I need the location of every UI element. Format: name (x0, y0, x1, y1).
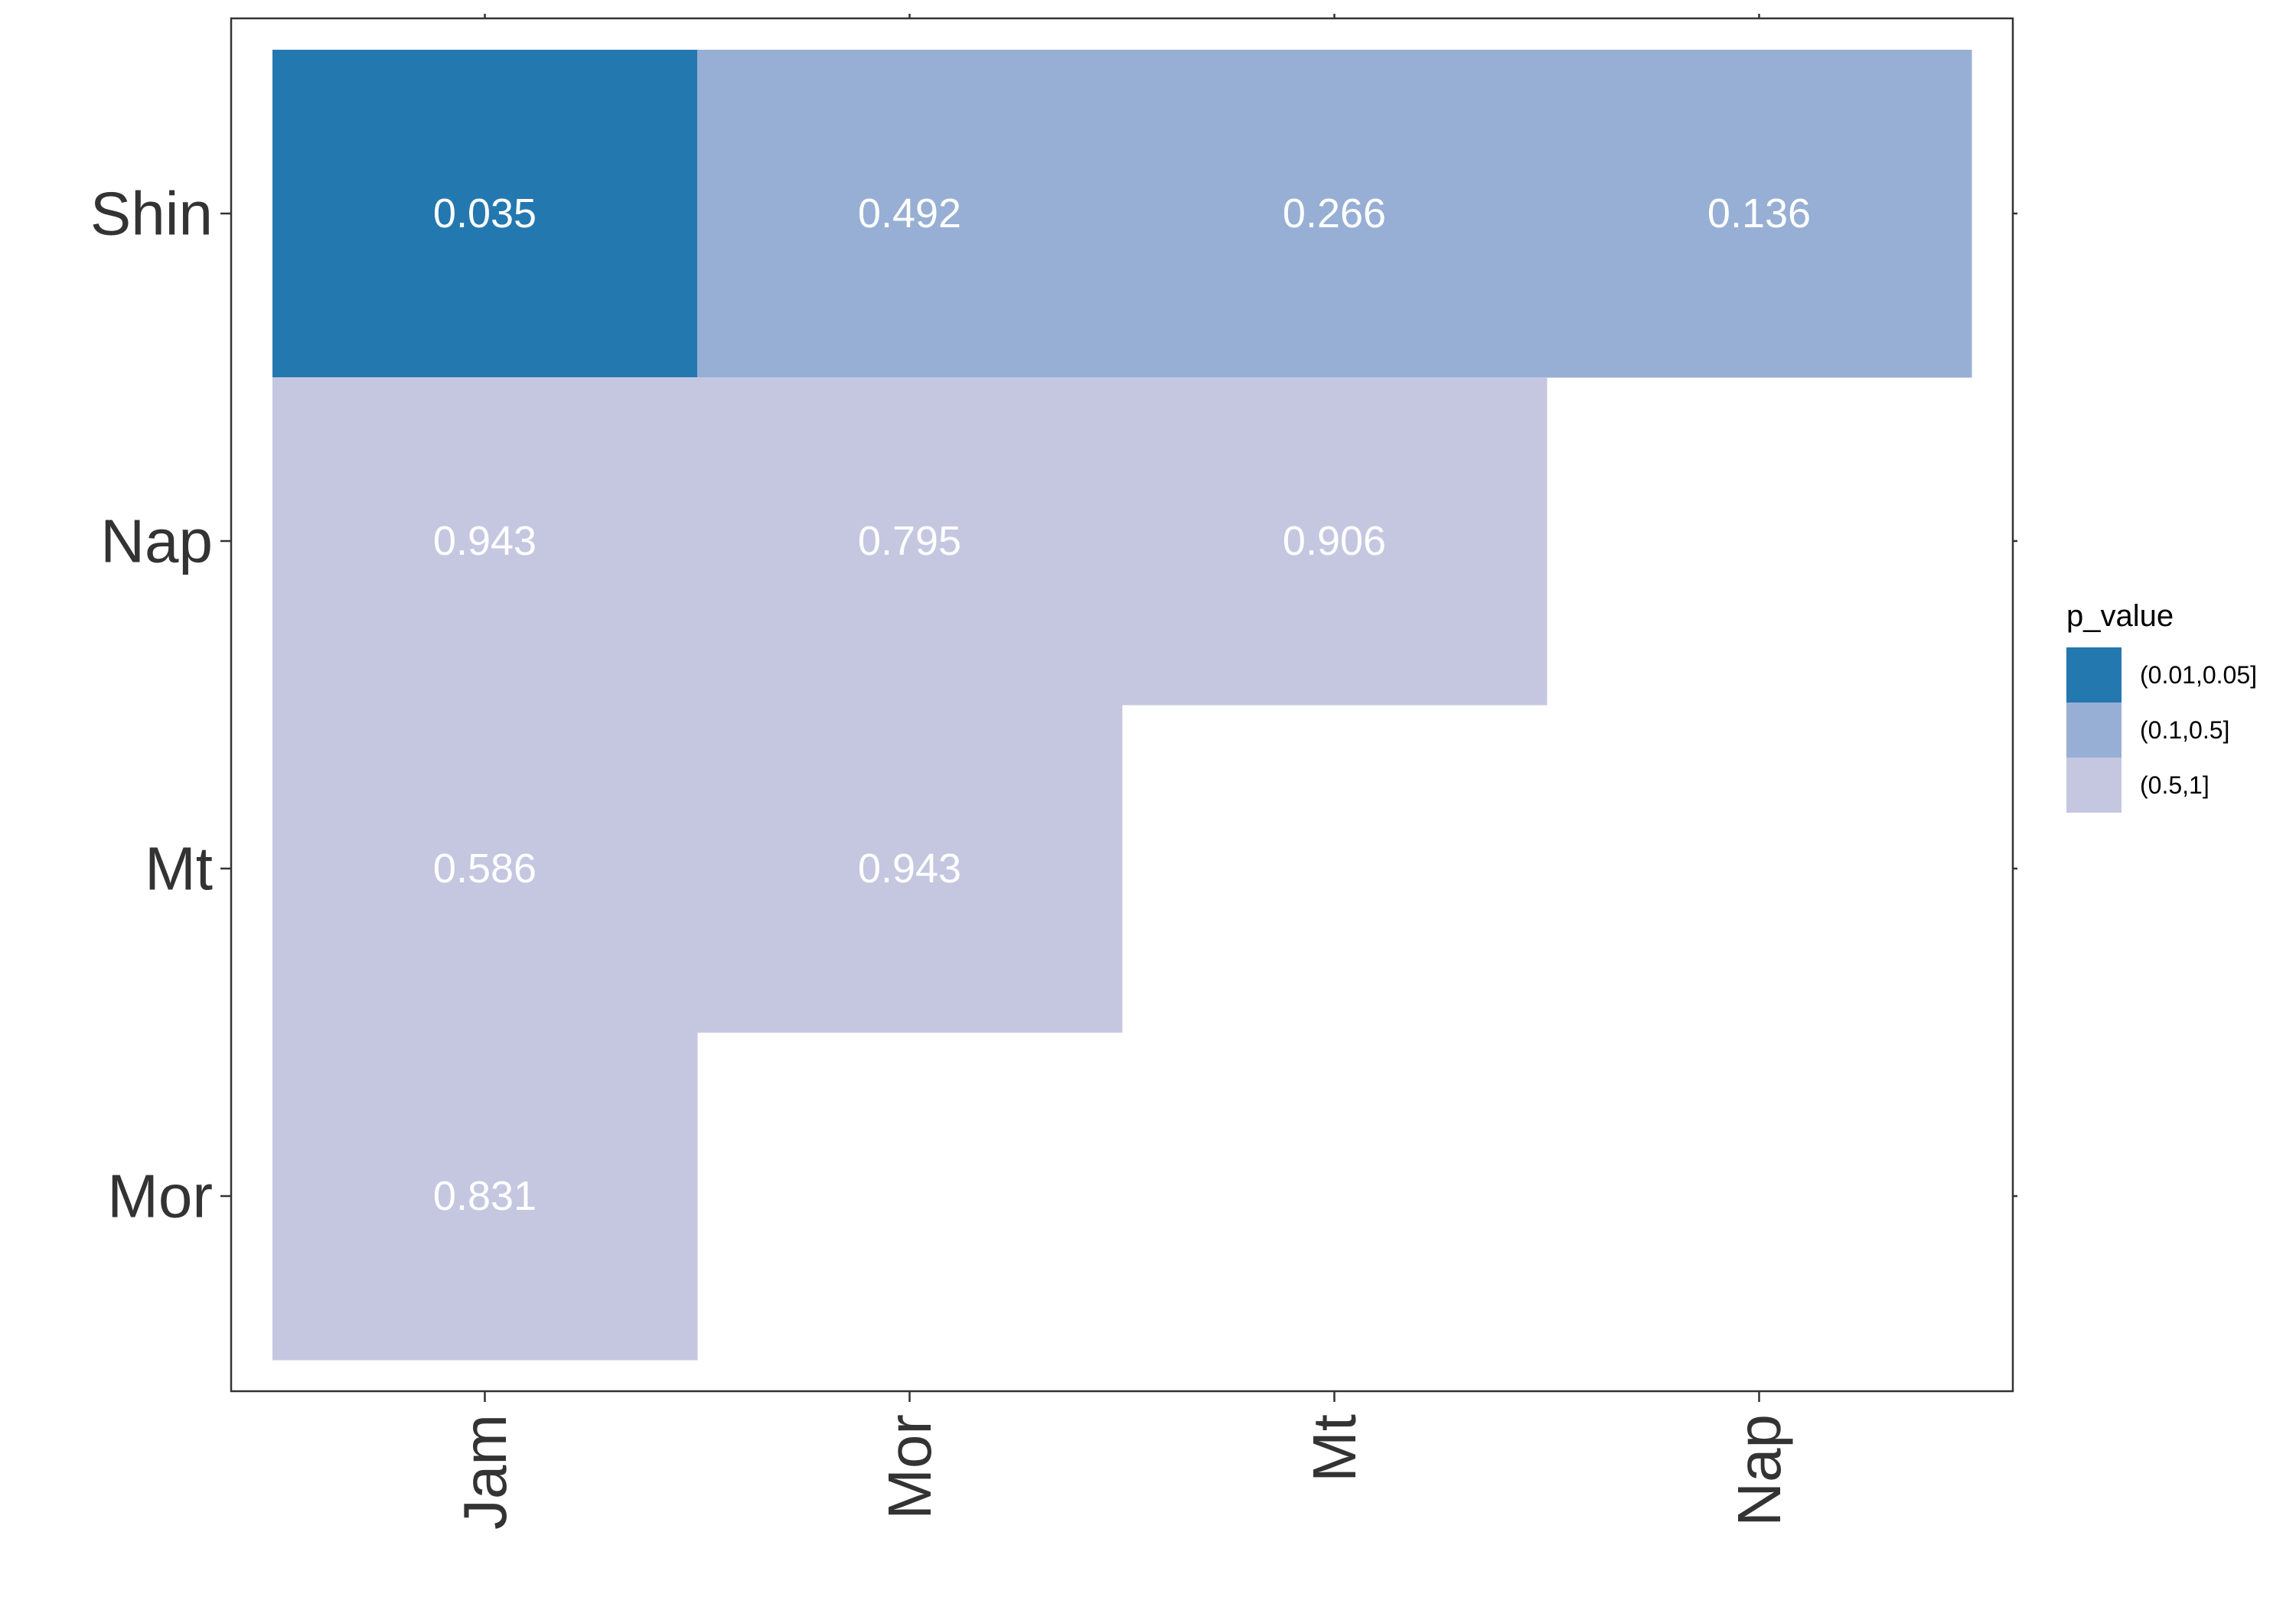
cell-value-label: 0.943 (858, 846, 961, 892)
cell-value-label: 0.795 (858, 518, 961, 564)
y-axis-tick-label: Mor (107, 1162, 213, 1231)
cell-value-label: 0.266 (1283, 191, 1386, 236)
cell-value-label: 0.906 (1283, 518, 1386, 564)
heatmap-cell-nap-mt (1122, 377, 1548, 706)
heatmap-cell-shin-mor (697, 50, 1123, 378)
plot-border (230, 17, 2014, 1393)
y-axis-tick-label: Mt (145, 835, 213, 903)
y-axis-labels: Mor Mt Nap Shin (90, 180, 213, 1231)
legend-key-swatch (2066, 758, 2122, 813)
legend-item-label: (0.01,0.05] (2140, 661, 2257, 689)
legend: p_value (0.01,0.05] (0.1,0.5] (0.5,1] (2066, 599, 2257, 813)
heatmap-cell-mt-mor (697, 705, 1123, 1033)
legend-key-swatch (2066, 702, 2122, 758)
legend-item-label: (0.5,1] (2140, 771, 2210, 799)
cell-value-label: 0.035 (433, 191, 536, 236)
x-axis-tick-label: Jam (451, 1414, 519, 1530)
x-axis-tick-label: Nap (1725, 1414, 1793, 1527)
heatmap-cell-shin-jam (272, 50, 698, 378)
y-axis-tick-label: Shin (90, 180, 213, 248)
legend-key-swatch (2066, 647, 2122, 702)
x-axis-tick-label: Mt (1300, 1414, 1368, 1482)
heatmap-cell-shin-mt (1122, 50, 1548, 378)
y-axis-tick-label: Nap (100, 507, 213, 575)
x-axis-labels: Jam Mor Mt Nap (451, 1414, 1793, 1530)
heatmap-cells: 0.035 0.492 0.266 0.136 0.943 0.795 0.906 0.586… (272, 50, 1972, 1361)
heatmap-cell-nap-mor (697, 377, 1123, 706)
heatmap-cell-nap-jam (272, 377, 698, 706)
cell-value-label: 0.943 (433, 518, 536, 564)
axis-ticks (220, 14, 2017, 1402)
legend-title: p_value (2066, 599, 2174, 633)
cell-value-label: 0.136 (1707, 191, 1811, 236)
cell-value-label: 0.831 (433, 1173, 536, 1219)
cell-value-label: 0.586 (433, 846, 536, 892)
x-axis-tick-label: Mor (876, 1414, 944, 1520)
cell-value-label: 0.492 (858, 191, 961, 236)
legend-item-label: (0.1,0.5] (2140, 716, 2229, 744)
heatmap-cell-shin-nap (1547, 50, 1972, 378)
heatmap-cell-mt-jam (272, 705, 698, 1033)
heatmap-cell-mor-jam (272, 1032, 698, 1361)
